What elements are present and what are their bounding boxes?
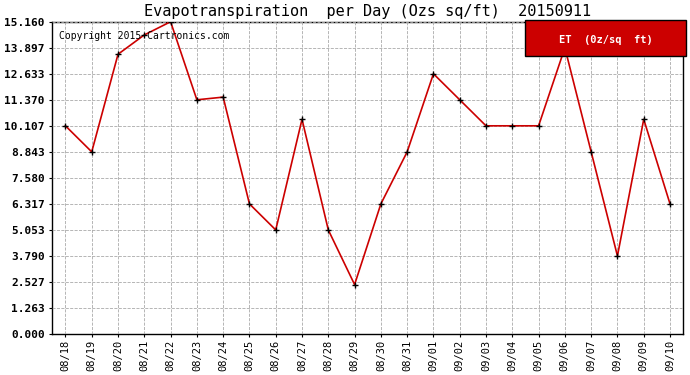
Text: ET  (0z/sq  ft): ET (0z/sq ft) — [560, 34, 653, 45]
Text: Copyright 2015 Cartronics.com: Copyright 2015 Cartronics.com — [59, 31, 229, 41]
Title: Evapotranspiration  per Day (Ozs sq/ft)  20150911: Evapotranspiration per Day (Ozs sq/ft) 2… — [144, 4, 591, 19]
FancyBboxPatch shape — [526, 20, 687, 56]
